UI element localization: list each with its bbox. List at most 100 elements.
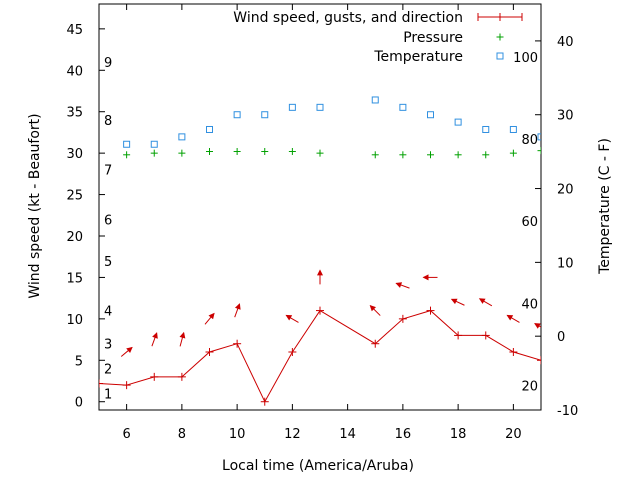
wind-direction-arrow: [450, 298, 465, 306]
y-left-tick-label: 5: [75, 354, 83, 369]
pressure-point: [537, 147, 541, 155]
wind-direction-arrow: [179, 331, 186, 347]
wind-speed-point: [260, 397, 269, 406]
beaufort-label: 3: [104, 338, 112, 353]
legend-label: Pressure: [403, 30, 463, 46]
beaufort-label: 4: [104, 305, 112, 320]
pressure-point: [288, 147, 296, 155]
temperature-point: [509, 125, 517, 133]
left-axis-title: Wind speed (kt - Beaufort): [27, 113, 43, 298]
y-left-tick-label: 0: [75, 396, 83, 411]
pressure-point: [509, 149, 517, 157]
plot-area: [99, 96, 541, 406]
beaufort-label: 6: [104, 213, 112, 228]
fahrenheit-label: 60: [521, 215, 538, 230]
wind-direction-arrow: [422, 274, 438, 281]
x-tick-label: 10: [229, 427, 246, 442]
pressure-point: [178, 149, 186, 157]
y-right-tick-label: 10: [557, 256, 574, 271]
wind-speed-point: [454, 331, 463, 340]
y-right-tick-label: 0: [557, 330, 565, 345]
beaufort-label: 9: [104, 56, 112, 71]
temperature-point: [316, 103, 324, 111]
wind-direction-arrow: [369, 304, 381, 316]
x-tick-label: 16: [395, 427, 412, 442]
temperature-point: [178, 133, 186, 141]
plot-frame: [98, 3, 542, 411]
wind-speed-point: [233, 339, 242, 348]
temperature-point: [371, 96, 379, 104]
wind-direction-arrow: [234, 303, 241, 318]
fahrenheit-label: 80: [521, 133, 538, 148]
y-right-tick-label: 30: [557, 109, 574, 124]
wind-direction-arrow: [285, 314, 299, 323]
y-left-tick-label: 20: [66, 230, 83, 245]
temperature-point: [123, 140, 131, 148]
wind-speed-point: [288, 348, 297, 356]
fahrenheit-label: 40: [521, 298, 538, 313]
wind-speed-point: [426, 306, 435, 315]
y-left-tick-label: 25: [66, 189, 83, 204]
temperature-point: [399, 103, 407, 111]
y-right-tick-label: 40: [557, 35, 574, 50]
y-left-tick-label: 10: [66, 313, 83, 328]
wind-direction-arrow: [506, 314, 520, 323]
temperature-point: [537, 133, 541, 141]
beaufort-label: 5: [104, 255, 112, 270]
wind-speed-point: [509, 348, 518, 356]
x-tick-label: 20: [505, 427, 522, 442]
wind-speed-point: [150, 372, 159, 381]
x-axis-title: Local time (America/Aruba): [222, 458, 414, 474]
y-left-tick-label: 40: [66, 64, 83, 79]
wind-speed-point: [177, 372, 186, 381]
pressure-point: [316, 149, 324, 157]
y-left-tick-label: 15: [66, 271, 83, 286]
legend: Wind speed, gusts, and direction Pressure…: [233, 10, 523, 65]
wind-direction-arrow: [204, 312, 215, 325]
legend-pressure-marker: [496, 33, 504, 41]
pressure-point: [399, 151, 407, 159]
temperature-point: [427, 111, 434, 119]
y-left-tick-label: 30: [66, 147, 83, 162]
temperature-point: [206, 125, 213, 133]
beaufort-label: 7: [104, 164, 112, 179]
temperature-point: [150, 140, 158, 148]
y-left-tick-label: 45: [66, 23, 83, 38]
wind-speed-point: [398, 314, 407, 323]
temperature-point: [454, 118, 462, 126]
wind-speed-point: [316, 306, 324, 315]
wind-speed-point: [481, 331, 490, 340]
pressure-point: [123, 151, 131, 159]
x-tick-label: 18: [450, 427, 467, 442]
wind-speed-point: [371, 339, 380, 348]
pressure-point: [482, 151, 490, 159]
wind-direction-arrow: [534, 323, 541, 332]
temperature-point: [233, 111, 241, 119]
pressure-point: [371, 151, 379, 159]
wind-direction-arrow: [151, 332, 158, 347]
pressure-point: [206, 147, 213, 155]
temperature-point: [482, 125, 490, 133]
wind-speed-point: [99, 379, 103, 388]
x-tick-label: 14: [339, 427, 356, 442]
temperature-point: [288, 103, 296, 111]
pressure-point: [233, 147, 241, 155]
wind-direction-arrow: [395, 282, 410, 289]
temperature-point: [261, 111, 269, 119]
x-tick-label: 12: [284, 427, 301, 442]
axis-ticks-layer: 6 8 10 12 14 16 18 20051015202530354045-1001020…: [66, 4, 578, 442]
pressure-point: [261, 147, 269, 155]
y-right-tick-label: 20: [557, 183, 574, 198]
legend-temperature-marker: [496, 52, 504, 60]
wind-direction-arrow: [317, 269, 323, 285]
wind-direction-arrow: [120, 346, 133, 357]
legend-label: Wind speed, gusts, and direction: [233, 10, 463, 26]
beaufort-label: 1: [104, 387, 112, 402]
wind-direction-arrow: [478, 298, 493, 307]
plot-frame-layer: [98, 3, 542, 411]
y-right-tick-label: -10: [557, 404, 578, 419]
fahrenheit-label: 100: [513, 51, 538, 66]
pressure-point: [150, 149, 158, 157]
wind-speed-line: [99, 309, 541, 403]
